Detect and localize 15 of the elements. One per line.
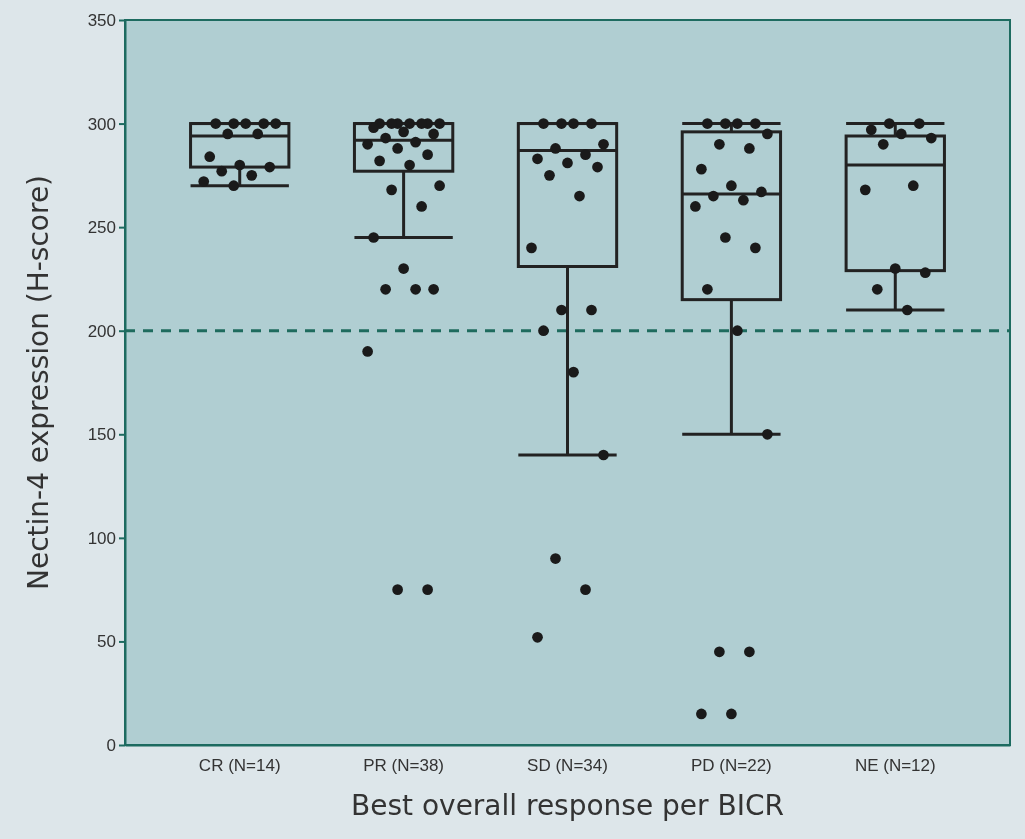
y-tick-label: 250 [87,218,116,238]
y-tick-label: 100 [87,528,116,548]
x-tick-label: PD (N=22) [691,756,772,776]
y-tick-label: 0 [106,735,116,755]
x-tick-label: NE (N=12) [854,756,936,776]
x-tick-label: PR (N=38) [363,756,444,776]
x-axis-title: Best overall response per BICR [351,789,784,822]
y-axis-title: Nectin-4 expression (H-score) [22,174,55,591]
y-tick-label: 300 [87,114,116,134]
y-tick-label: 200 [87,321,116,341]
y-tick-label: 350 [87,10,116,30]
y-tick-label: 50 [97,632,116,652]
x-tick-label: CR (N=14) [198,756,281,776]
y-tick-label: 150 [87,425,116,445]
x-tick-label: SD (N=34) [527,756,608,776]
